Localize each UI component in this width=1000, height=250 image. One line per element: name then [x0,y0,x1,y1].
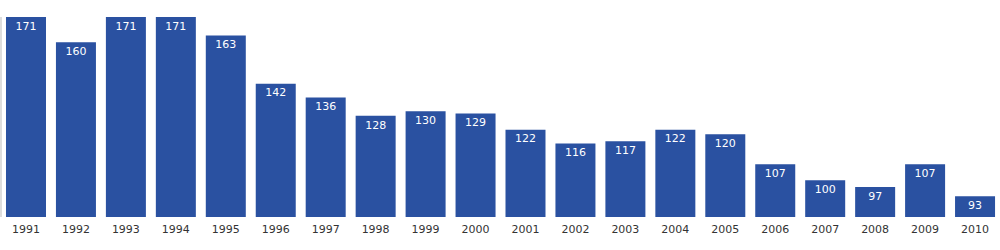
svg-text:97: 97 [868,190,882,203]
svg-text:120: 120 [715,137,736,150]
svg-text:163: 163 [215,38,236,51]
svg-text:2003: 2003 [611,223,639,236]
svg-text:2002: 2002 [561,223,589,236]
svg-text:107: 107 [915,167,936,180]
svg-text:2010: 2010 [961,223,989,236]
svg-text:2009: 2009 [911,223,939,236]
svg-text:1996: 1996 [262,223,290,236]
svg-text:93: 93 [968,199,982,212]
svg-text:122: 122 [665,132,686,145]
svg-text:1994: 1994 [162,223,190,236]
svg-text:136: 136 [315,100,336,113]
svg-text:130: 130 [415,114,436,127]
svg-text:1999: 1999 [412,223,440,236]
svg-text:2006: 2006 [761,223,789,236]
svg-text:171: 171 [15,20,36,33]
svg-text:2001: 2001 [511,223,539,236]
svg-text:129: 129 [465,116,486,129]
svg-text:2005: 2005 [711,223,739,236]
svg-text:1995: 1995 [212,223,240,236]
svg-text:116: 116 [565,146,586,159]
svg-text:128: 128 [365,119,386,132]
svg-text:1997: 1997 [312,223,340,236]
svg-text:2007: 2007 [811,223,839,236]
svg-text:2008: 2008 [861,223,889,236]
svg-text:117: 117 [615,144,636,157]
svg-text:142: 142 [265,86,286,99]
svg-text:160: 160 [65,45,86,58]
svg-text:122: 122 [515,132,536,145]
svg-text:1992: 1992 [62,223,90,236]
svg-text:1998: 1998 [362,223,390,236]
svg-text:1993: 1993 [112,223,140,236]
svg-text:2000: 2000 [462,223,490,236]
svg-text:2004: 2004 [661,223,689,236]
svg-text:100: 100 [815,183,836,196]
svg-text:171: 171 [115,20,136,33]
svg-text:1991: 1991 [12,223,40,236]
svg-text:107: 107 [765,167,786,180]
svg-text:171: 171 [165,20,186,33]
